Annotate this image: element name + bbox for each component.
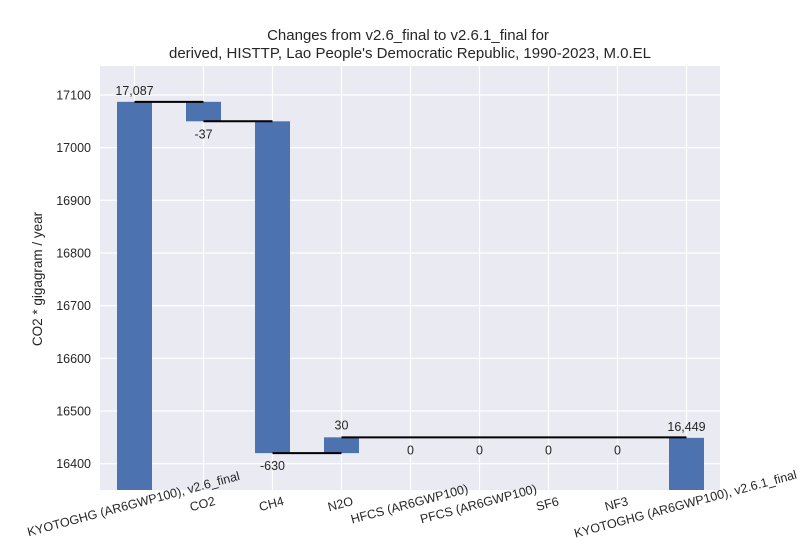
- data-labels: 17,087 -37 -630 30 0 0 0 0 16,449: [115, 84, 705, 473]
- bars: [117, 101, 704, 490]
- x-tick-label: CH4: [258, 494, 286, 514]
- x-tick-label: CO2: [188, 494, 216, 514]
- bar: [186, 101, 221, 122]
- bar: [324, 437, 359, 454]
- chart-title-line-1: Changes from v2.6_final to v2.6.1_final …: [267, 27, 549, 44]
- bar: [255, 121, 290, 454]
- data-label: 0: [407, 443, 414, 457]
- y-tick-label: 16800: [56, 246, 91, 260]
- data-label: 17,087: [115, 84, 153, 98]
- bar: [669, 437, 704, 490]
- y-axis-label: CO2 * gigagram / year: [30, 211, 45, 346]
- connector-lines: [134, 100, 687, 455]
- y-tick-label: 16700: [56, 299, 91, 313]
- y-tick-label: 16500: [56, 404, 91, 418]
- data-label: 30: [335, 418, 349, 432]
- y-tick-label: 16400: [56, 457, 91, 471]
- data-label: -37: [194, 127, 212, 141]
- data-label: 16,449: [667, 420, 705, 434]
- data-label: 0: [545, 443, 552, 457]
- y-tick-label: 16600: [56, 352, 91, 366]
- data-label: -630: [260, 459, 285, 473]
- bar: [117, 101, 152, 490]
- y-axis-ticks: 16400 16500 16600 16700 16800 16900 17000 17100: [56, 88, 91, 471]
- x-tick-label: N2O: [326, 494, 355, 514]
- x-tick-label: NF3: [603, 494, 629, 514]
- y-tick-label: 17000: [56, 141, 91, 155]
- y-tick-label: 17100: [56, 88, 91, 102]
- data-label: 0: [476, 443, 483, 457]
- x-tick-label: SF6: [535, 494, 561, 513]
- y-tick-label: 16900: [56, 194, 91, 208]
- chart-title-line-2: derived, HISTTP, Lao People's Democratic…: [169, 45, 651, 62]
- data-label: 0: [614, 443, 621, 457]
